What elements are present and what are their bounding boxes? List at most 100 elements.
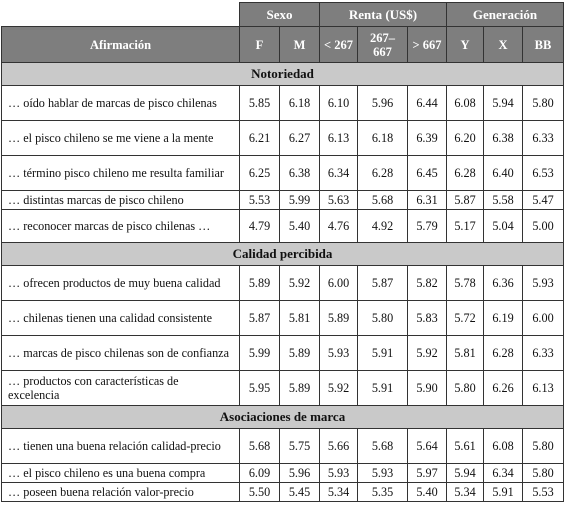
value-cell: 5.80 bbox=[357, 300, 408, 336]
section-header: Calidad percibida bbox=[1, 242, 564, 266]
statement-cell: … el pisco chileno se me viene a la ment… bbox=[1, 120, 240, 156]
value-cell: 6.33 bbox=[522, 120, 564, 156]
section-row: Calidad percibida bbox=[1, 242, 564, 266]
value-cell: 5.92 bbox=[319, 370, 358, 406]
value-cell: 6.28 bbox=[357, 155, 408, 191]
value-cell: 6.20 bbox=[446, 120, 484, 156]
value-cell: 6.26 bbox=[483, 370, 523, 406]
value-cell: 5.40 bbox=[279, 209, 320, 243]
value-cell: 5.80 bbox=[522, 85, 564, 121]
value-cell: 6.00 bbox=[319, 265, 358, 301]
value-cell: 6.08 bbox=[446, 85, 484, 121]
value-cell: 5.89 bbox=[279, 370, 320, 406]
statement-cell: … productos con características de excel… bbox=[1, 370, 240, 406]
value-cell: 5.40 bbox=[407, 482, 447, 502]
section-header: Notoriedad bbox=[1, 62, 564, 86]
value-cell: 5.92 bbox=[407, 335, 447, 371]
group-header-sexo: Sexo bbox=[239, 2, 320, 27]
table-row: … reconocer marcas de pisco chilenas … 4.… bbox=[1, 209, 564, 243]
value-cell: 6.25 bbox=[239, 155, 280, 191]
value-cell: 5.68 bbox=[239, 428, 280, 464]
value-cell: 5.94 bbox=[483, 85, 523, 121]
value-cell: 6.28 bbox=[483, 335, 523, 371]
value-cell: 6.21 bbox=[239, 120, 280, 156]
value-cell: 6.38 bbox=[279, 155, 320, 191]
value-cell: 5.93 bbox=[319, 463, 358, 483]
value-cell: 5.04 bbox=[483, 209, 523, 243]
statement-cell: … el pisco chileno es una buena compra bbox=[1, 463, 240, 483]
value-cell: 6.13 bbox=[522, 370, 564, 406]
value-cell: 6.08 bbox=[483, 428, 523, 464]
value-cell: 6.13 bbox=[319, 120, 358, 156]
value-cell: 6.33 bbox=[522, 335, 564, 371]
value-cell: 5.68 bbox=[357, 428, 408, 464]
column-header-renta-low: < 267 bbox=[319, 26, 358, 63]
table-row: … marcas de pisco chilenas son de confia… bbox=[1, 335, 564, 371]
value-cell: 5.45 bbox=[279, 482, 320, 502]
value-cell: 6.40 bbox=[483, 155, 523, 191]
value-cell: 5.87 bbox=[446, 190, 484, 210]
value-cell: 5.95 bbox=[239, 370, 280, 406]
table-row: … poseen buena relación valor-precio 5.50… bbox=[1, 482, 564, 502]
value-cell: 5.53 bbox=[522, 482, 564, 502]
value-cell: 5.63 bbox=[319, 190, 358, 210]
value-cell: 6.19 bbox=[483, 300, 523, 336]
value-cell: 5.94 bbox=[446, 463, 484, 483]
value-cell: 5.72 bbox=[446, 300, 484, 336]
table-row: … término pisco chileno me resulta famil… bbox=[1, 155, 564, 191]
value-cell: 5.53 bbox=[239, 190, 280, 210]
column-header-x: X bbox=[483, 26, 523, 63]
column-header-renta-mid: 267–667 bbox=[357, 26, 408, 63]
value-cell: 5.96 bbox=[279, 463, 320, 483]
value-cell: 5.64 bbox=[407, 428, 447, 464]
header-corner bbox=[1, 2, 240, 27]
value-cell: 5.90 bbox=[407, 370, 447, 406]
statement-cell: … término pisco chileno me resulta famil… bbox=[1, 155, 240, 191]
value-cell: 5.35 bbox=[357, 482, 408, 502]
section-row: Notoriedad bbox=[1, 62, 564, 86]
value-cell: 5.81 bbox=[446, 335, 484, 371]
value-cell: 6.39 bbox=[407, 120, 447, 156]
column-header-f: F bbox=[239, 26, 280, 63]
statement-cell: … chilenas tienen una calidad consistent… bbox=[1, 300, 240, 336]
value-cell: 5.81 bbox=[279, 300, 320, 336]
section-header: Asociaciones de marca bbox=[1, 405, 564, 429]
value-cell: 5.87 bbox=[357, 265, 408, 301]
column-header-m: M bbox=[279, 26, 320, 63]
value-cell: 5.91 bbox=[357, 370, 408, 406]
value-cell: 5.17 bbox=[446, 209, 484, 243]
value-cell: 6.53 bbox=[522, 155, 564, 191]
value-cell: 5.99 bbox=[239, 335, 280, 371]
value-cell: 6.00 bbox=[522, 300, 564, 336]
value-cell: 5.82 bbox=[407, 265, 447, 301]
value-cell: 5.91 bbox=[357, 335, 408, 371]
value-cell: 6.10 bbox=[319, 85, 358, 121]
statement-cell: … poseen buena relación valor-precio bbox=[1, 482, 240, 502]
value-cell: 5.99 bbox=[279, 190, 320, 210]
value-cell: 5.83 bbox=[407, 300, 447, 336]
value-cell: 5.92 bbox=[279, 265, 320, 301]
value-cell: 5.66 bbox=[319, 428, 358, 464]
value-cell: 5.34 bbox=[319, 482, 358, 502]
value-cell: 4.79 bbox=[239, 209, 280, 243]
value-cell: 5.58 bbox=[483, 190, 523, 210]
value-cell: 6.09 bbox=[239, 463, 280, 483]
value-cell: 5.96 bbox=[357, 85, 408, 121]
value-cell: 6.27 bbox=[279, 120, 320, 156]
value-cell: 5.50 bbox=[239, 482, 280, 502]
table-row: … ofrecen productos de muy buena calidad… bbox=[1, 265, 564, 301]
value-cell: 6.18 bbox=[357, 120, 408, 156]
value-cell: 5.78 bbox=[446, 265, 484, 301]
table-row: … productos con características de excel… bbox=[1, 370, 564, 406]
value-cell: 6.45 bbox=[407, 155, 447, 191]
statement-cell: … distintas marcas de pisco chileno bbox=[1, 190, 240, 210]
value-cell: 5.34 bbox=[446, 482, 484, 502]
value-cell: 5.80 bbox=[446, 370, 484, 406]
group-header-generacion: Generación bbox=[446, 2, 564, 27]
value-cell: 5.87 bbox=[239, 300, 280, 336]
value-cell: 5.80 bbox=[522, 428, 564, 464]
table-row: … distintas marcas de pisco chileno 5.53 5… bbox=[1, 190, 564, 210]
value-cell: 5.89 bbox=[239, 265, 280, 301]
value-cell: 6.18 bbox=[279, 85, 320, 121]
column-header-renta-high: > 667 bbox=[407, 26, 447, 63]
